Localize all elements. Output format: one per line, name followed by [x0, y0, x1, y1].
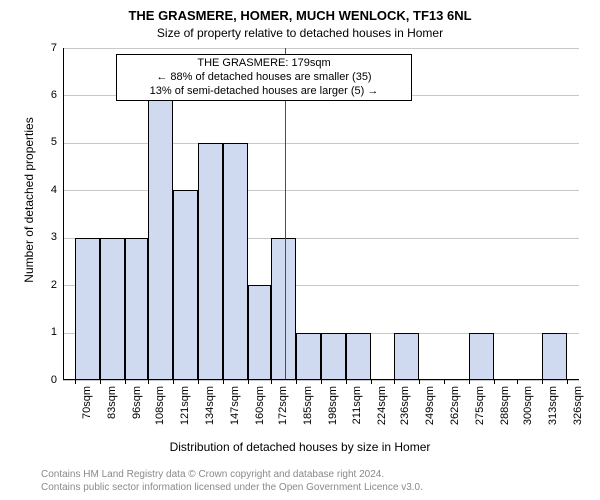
histogram-bar: [173, 190, 198, 380]
y-tick-label: 4: [37, 184, 57, 196]
x-tick: [517, 380, 518, 384]
histogram-bar: [100, 238, 125, 380]
y-tick-label: 3: [37, 231, 57, 243]
x-tick: [198, 380, 199, 384]
x-tick-label: 224sqm: [376, 386, 388, 436]
x-tick-label: 326sqm: [572, 386, 584, 436]
x-tick-label: 236sqm: [399, 386, 411, 436]
y-tick-label: 7: [37, 42, 57, 54]
x-tick-label: 211sqm: [351, 386, 363, 436]
x-tick: [100, 380, 101, 384]
x-tick: [223, 380, 224, 384]
histogram-bar: [296, 333, 321, 380]
x-tick: [125, 380, 126, 384]
histogram-bar: [75, 238, 100, 380]
attribution-line-1: Contains HM Land Registry data © Crown c…: [41, 469, 423, 482]
x-tick: [371, 380, 372, 384]
chart-title: THE GRASMERE, HOMER, MUCH WENLOCK, TF13 …: [0, 8, 600, 23]
histogram-bar: [248, 285, 271, 380]
x-tick-label: 249sqm: [424, 386, 436, 436]
gridline: [63, 143, 579, 144]
x-tick-label: 147sqm: [229, 386, 241, 436]
attribution-line-2: Contains public sector information licen…: [41, 482, 423, 495]
y-tick-label: 2: [37, 279, 57, 291]
x-tick: [321, 380, 322, 384]
annotation-line: 13% of semi-detached houses are larger (…: [123, 85, 405, 99]
x-tick: [419, 380, 420, 384]
x-tick-label: 288sqm: [499, 386, 511, 436]
x-tick-label: 83sqm: [106, 386, 118, 436]
annotation-line: THE GRASMERE: 179sqm: [123, 57, 405, 71]
y-tick-label: 1: [37, 326, 57, 338]
annotation-line: ← 88% of detached houses are smaller (35…: [123, 71, 405, 85]
histogram-bar: [148, 95, 173, 380]
x-axis-label: Distribution of detached houses by size …: [0, 440, 600, 454]
chart-subtitle: Size of property relative to detached ho…: [0, 26, 600, 40]
histogram-bar: [542, 333, 567, 380]
x-tick: [271, 380, 272, 384]
x-tick-label: 108sqm: [154, 386, 166, 436]
histogram-bar: [394, 333, 419, 380]
y-axis-line: [63, 48, 64, 380]
x-tick-label: 70sqm: [81, 386, 93, 436]
x-tick: [494, 380, 495, 384]
y-tick-label: 0: [37, 374, 57, 386]
gridline: [63, 190, 579, 191]
x-tick-label: 198sqm: [327, 386, 339, 436]
x-tick-label: 313sqm: [547, 386, 559, 436]
histogram-bar: [223, 143, 248, 380]
histogram-bar: [198, 143, 223, 380]
x-tick-label: 275sqm: [474, 386, 486, 436]
x-tick: [173, 380, 174, 384]
x-tick: [444, 380, 445, 384]
histogram-bar: [469, 333, 494, 380]
y-axis-label: Number of detached properties: [22, 90, 36, 310]
x-tick: [542, 380, 543, 384]
histogram-bar: [321, 333, 346, 380]
x-tick: [296, 380, 297, 384]
x-tick: [148, 380, 149, 384]
histogram-bar: [346, 333, 371, 380]
x-tick: [469, 380, 470, 384]
x-tick: [248, 380, 249, 384]
annotation-box: THE GRASMERE: 179sqm← 88% of detached ho…: [116, 54, 412, 101]
x-tick-label: 160sqm: [254, 386, 266, 436]
attribution-text: Contains HM Land Registry data © Crown c…: [41, 469, 423, 494]
histogram-bar: [125, 238, 148, 380]
x-tick-label: 300sqm: [522, 386, 534, 436]
x-tick: [75, 380, 76, 384]
x-tick: [394, 380, 395, 384]
gridline: [63, 48, 579, 49]
x-tick-label: 96sqm: [131, 386, 143, 436]
x-tick-label: 121sqm: [179, 386, 191, 436]
x-tick-label: 134sqm: [204, 386, 216, 436]
x-tick-label: 262sqm: [449, 386, 461, 436]
x-tick: [346, 380, 347, 384]
y-tick-label: 5: [37, 136, 57, 148]
x-tick-label: 172sqm: [277, 386, 289, 436]
y-tick-label: 6: [37, 89, 57, 101]
x-tick-label: 185sqm: [302, 386, 314, 436]
x-tick: [567, 380, 568, 384]
